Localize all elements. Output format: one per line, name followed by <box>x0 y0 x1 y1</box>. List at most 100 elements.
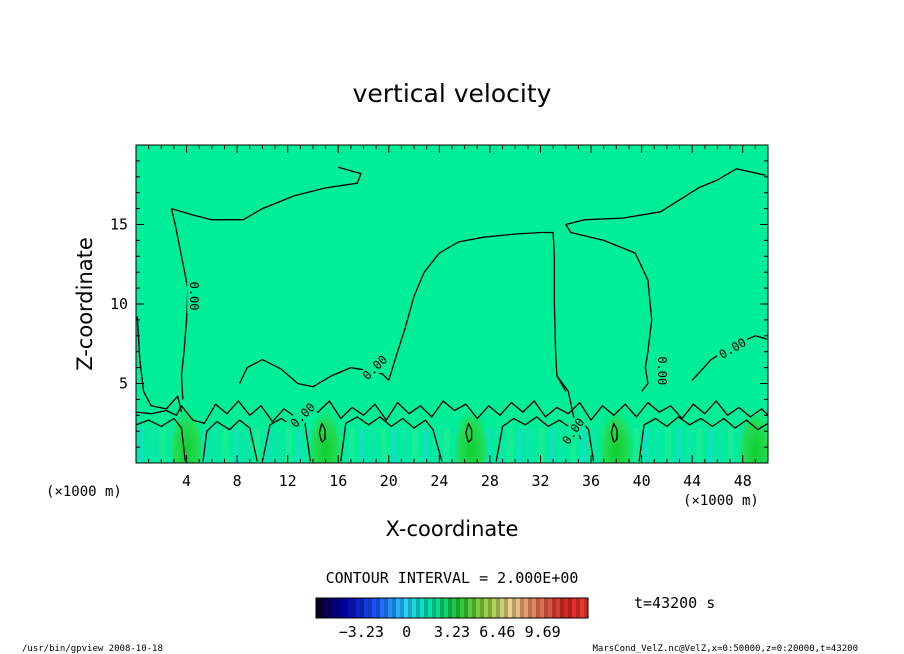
contour-line <box>388 231 567 392</box>
chart-title: vertical velocity <box>353 79 552 108</box>
colorbar-cell <box>424 598 429 618</box>
y-axis-label: Z-coordinate <box>73 237 97 371</box>
contour-line <box>171 166 362 221</box>
contour-line <box>610 422 618 443</box>
colorbar-cell <box>428 598 433 618</box>
surface-streak <box>654 428 661 463</box>
surface-streak <box>233 428 240 463</box>
colorbar-cell <box>480 598 485 618</box>
x-tick-label: 40 <box>633 472 651 490</box>
surface-streak <box>254 428 261 463</box>
colorbar-cell <box>356 598 361 618</box>
colorbar-cell <box>432 598 437 618</box>
surface-streak <box>675 428 682 463</box>
surface-streak <box>370 428 376 463</box>
surface-streak <box>222 428 229 463</box>
y-tick-label: 5 <box>119 375 128 393</box>
surface-streak <box>686 428 692 463</box>
colorbar: −3.23 0 3.23 6.46 9.69 <box>315 597 589 641</box>
time-label: t=43200 s <box>634 594 715 612</box>
contour-line <box>318 422 326 443</box>
y-tick-label: 10 <box>110 295 128 313</box>
contour-label: 0.00 <box>655 356 669 385</box>
surface-streak <box>243 428 250 463</box>
surface-streak <box>433 428 440 463</box>
contour-line <box>136 417 186 462</box>
colorbar-tick-label: 9.69 <box>525 623 561 641</box>
colorbar-cell <box>488 598 493 618</box>
colorbar-cell <box>376 598 381 618</box>
colorbar-cell <box>320 598 325 618</box>
colorbar-cell <box>352 598 357 618</box>
contour-lines <box>136 166 768 462</box>
colorbar-cell <box>456 598 461 618</box>
surface-streak <box>643 428 650 463</box>
updraft-core <box>166 393 207 463</box>
surface-layer <box>136 393 768 463</box>
surface-streak <box>707 428 714 463</box>
colorbar-cell <box>340 598 345 618</box>
contour-line <box>202 419 258 462</box>
surface-streak <box>538 428 545 463</box>
colorbar-cell <box>388 598 393 618</box>
surface-streak <box>159 428 166 463</box>
colorbar-frame <box>315 597 589 619</box>
colorbar-cell <box>516 598 521 618</box>
colorbar-ticks: −3.23 0 3.23 6.46 9.69 <box>339 623 561 641</box>
surface-streak <box>506 428 513 463</box>
colorbar-cell <box>396 598 401 618</box>
contour-label-bg <box>654 353 669 388</box>
colorbar-cell <box>460 598 465 618</box>
colorbar-tick-label: 6.46 <box>479 623 515 641</box>
surface-streak <box>528 428 534 463</box>
colorbar-cell <box>528 598 533 618</box>
colorbar-cell <box>324 598 329 618</box>
colorbar-cell <box>504 598 509 618</box>
colorbar-cell <box>364 598 369 618</box>
x-tick-label: 8 <box>233 472 242 490</box>
colorbar-tick-label: 3.23 <box>434 623 470 641</box>
colorbar-cell <box>524 598 529 618</box>
colorbar-cell <box>392 598 397 618</box>
surface-streak <box>664 428 671 463</box>
colorbar-cell <box>476 598 481 618</box>
colorbar-tick-label: −3.23 <box>339 623 384 641</box>
surface-streak <box>580 428 587 463</box>
contour-labels: 0.000.000.000.000.000.00 <box>187 279 751 450</box>
colorbar-cell <box>508 598 513 618</box>
colorbar-cell <box>452 598 457 618</box>
x-tick-label: 20 <box>380 472 398 490</box>
y-tick-label: 15 <box>110 216 128 234</box>
colorbar-cell <box>492 598 497 618</box>
x-axis-label: X-coordinate <box>386 517 519 541</box>
colorbar-cell <box>332 598 337 618</box>
x-tick-label: 44 <box>683 472 701 490</box>
colorbar-tick-label: 0 <box>402 623 411 641</box>
surface-streak <box>412 428 419 463</box>
colorbar-cell <box>552 598 557 618</box>
y-axis-ticks: 5 10 15 <box>110 144 768 464</box>
surface-streak <box>401 428 408 463</box>
colorbar-cell <box>348 598 353 618</box>
colorbar-cell <box>500 598 505 618</box>
surface-streak <box>359 428 366 463</box>
colorbar-cell <box>520 598 525 618</box>
surface-streak <box>559 428 566 463</box>
surface-streak <box>148 428 155 463</box>
colorbar-cell <box>440 598 445 618</box>
surface-streak <box>264 428 271 463</box>
colorbar-cell <box>496 598 501 618</box>
x-axis-ticks: 4 8 12 16 20 24 28 32 36 40 44 48 <box>135 145 769 490</box>
colorbar-cell <box>408 598 413 618</box>
colorbar-cell <box>556 598 561 618</box>
colorbar-cell <box>444 598 449 618</box>
colorbar-cell <box>344 598 349 618</box>
x-tick-label: 36 <box>582 472 600 490</box>
colorbar-cell <box>540 598 545 618</box>
colorbar-cell <box>584 598 589 618</box>
colorbar-cell <box>560 598 565 618</box>
surface-streak <box>570 428 577 463</box>
contour-label-bg <box>557 413 589 450</box>
colorbar-cell <box>448 598 453 618</box>
colorbar-cell <box>384 598 389 618</box>
